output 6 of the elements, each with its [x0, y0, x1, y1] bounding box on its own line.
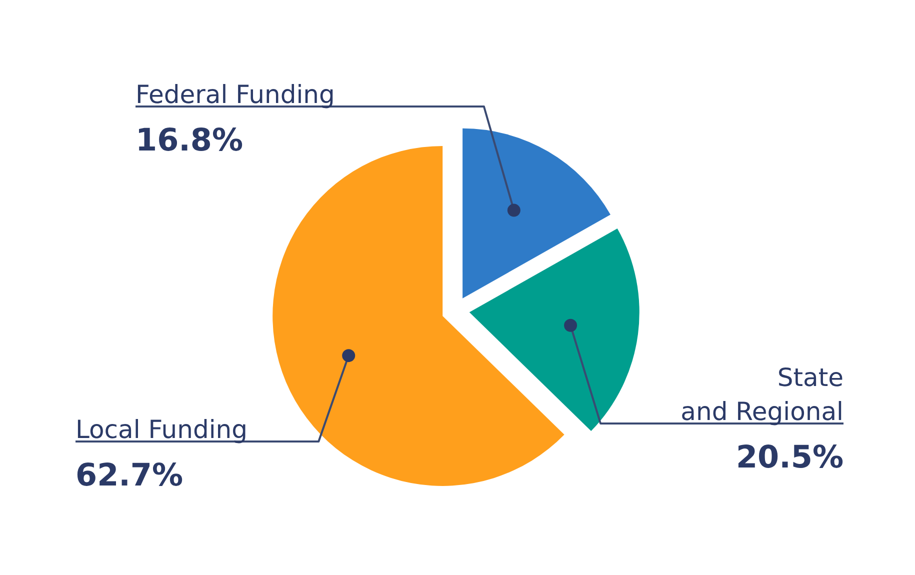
- data-label: 16.8%: [136, 122, 244, 158]
- slice-label: State and Regional: [680, 363, 844, 426]
- data-label: 20.5%: [736, 440, 844, 476]
- data-label: 62.7%: [76, 458, 184, 494]
- slice-label: Federal Funding: [136, 80, 335, 109]
- slice-label: Local Funding: [76, 415, 248, 444]
